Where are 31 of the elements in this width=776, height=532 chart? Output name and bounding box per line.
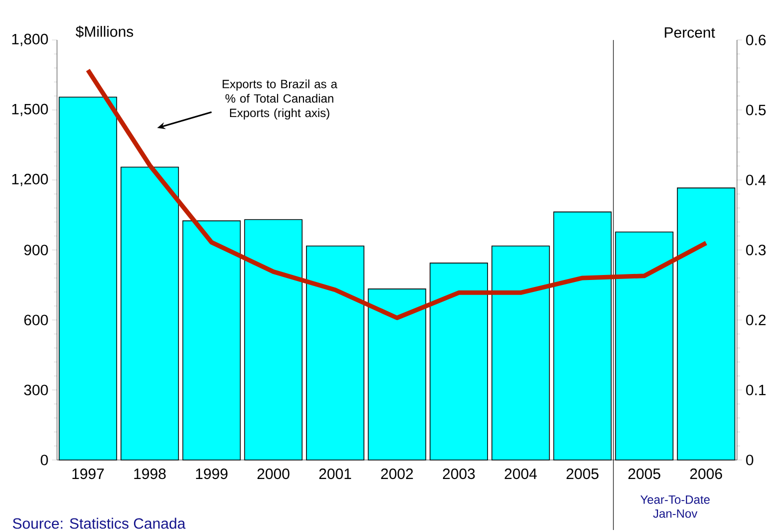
y2-axis-title: Percent bbox=[664, 27, 716, 38]
y2-tick-label: 0.2 bbox=[746, 314, 766, 326]
y2-tick-label: 0.6 bbox=[746, 34, 766, 46]
y2-tick-label: 0.3 bbox=[746, 244, 766, 256]
x-tick-label: 1997 bbox=[72, 468, 104, 480]
x-tick-label: 1998 bbox=[134, 468, 166, 480]
y2-tick-label: 0.1 bbox=[746, 384, 766, 396]
y-axis-title: $Millions bbox=[76, 26, 134, 38]
x-tick-label: 2006 bbox=[690, 468, 722, 480]
x-tick-label: 2004 bbox=[504, 468, 537, 480]
source-note: Source: Statistics Canada bbox=[12, 518, 186, 529]
annotation: Exports to Brazil as a % of Total Canadian Exports (right axis) bbox=[222, 79, 338, 120]
y2-tick-label: 0.5 bbox=[746, 104, 766, 116]
y2-tick-label: 0 bbox=[746, 454, 754, 466]
x-tick-label: 2002 bbox=[381, 468, 413, 480]
y2-tick-label: 0.4 bbox=[746, 174, 766, 186]
text: Year-To-Date Jan-Nov bbox=[640, 496, 710, 518]
y-tick-label: 600 bbox=[24, 314, 48, 326]
y-tick-label: 1,200 bbox=[12, 174, 48, 186]
y-tick-label: 0 bbox=[40, 454, 48, 466]
x-tick-label: 2000 bbox=[258, 468, 290, 480]
x-tick-label: 1999 bbox=[196, 468, 228, 480]
y-tick-label: 1,500 bbox=[12, 104, 48, 116]
x-tick-label: 2005 bbox=[566, 468, 598, 480]
y-tick-label: 1,800 bbox=[12, 34, 48, 46]
x-tick-label: 2003 bbox=[442, 468, 475, 480]
x-tick-label: 2005 bbox=[628, 468, 660, 480]
y-tick-label: 300 bbox=[24, 384, 48, 396]
line-series bbox=[86, 68, 708, 320]
y-tick-label: 900 bbox=[24, 244, 48, 256]
x-tick-label: 2001 bbox=[319, 468, 352, 480]
